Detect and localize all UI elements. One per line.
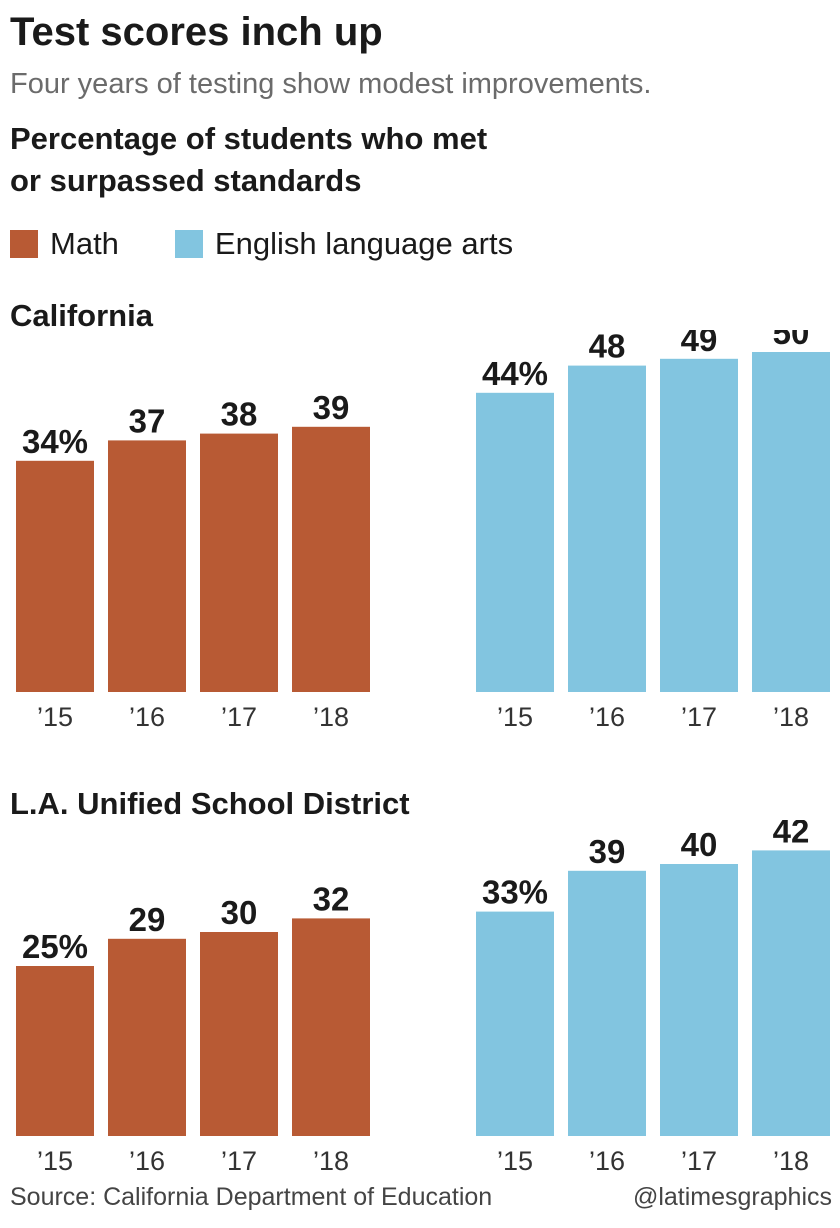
legend-item-math: Math: [10, 226, 119, 262]
data-label-math-3: 32: [313, 880, 350, 917]
bar-math-2: [200, 932, 278, 1136]
data-label-math-0: 34%: [22, 423, 88, 460]
data-label-ela-2: 49: [681, 330, 718, 358]
data-label-ela-0: 44%: [482, 355, 548, 392]
data-label-ela-1: 48: [589, 330, 626, 365]
legend-label-math: Math: [50, 226, 119, 261]
tick-label-math-1: ’16: [129, 1146, 165, 1176]
bar-ela-2: [660, 358, 738, 692]
legend: Math English language arts: [10, 224, 569, 264]
tick-label-ela-3: ’18: [773, 1146, 809, 1176]
tick-label-ela-3: ’18: [773, 702, 809, 732]
tick-label-math-0: ’15: [37, 702, 73, 732]
chart-title: Test scores inch up: [10, 10, 383, 54]
data-label-ela-3: 50: [773, 330, 810, 351]
tick-label-ela-0: ’15: [497, 702, 533, 732]
data-label-math-1: 29: [129, 901, 166, 938]
data-label-math-2: 30: [221, 894, 258, 931]
data-label-math-1: 37: [129, 402, 166, 439]
tick-label-math-3: ’18: [313, 1146, 349, 1176]
bar-math-2: [200, 433, 278, 692]
chart-panel-california: 34% ’15 37 ’16 38 ’17 39 ’18 44% ’15 48 ’16 49 ’17 50 ’…: [16, 330, 830, 732]
tick-label-math-2: ’17: [221, 702, 257, 732]
data-label-ela-3: 42: [773, 820, 810, 849]
chart-heading: Percentage of students who met or surpas…: [10, 118, 487, 202]
tick-label-ela-0: ’15: [497, 1146, 533, 1176]
tick-label-ela-1: ’16: [589, 702, 625, 732]
tick-label-math-2: ’17: [221, 1146, 257, 1176]
legend-swatch-math: [10, 230, 38, 258]
bar-ela-0: [476, 392, 554, 692]
bar-math-3: [292, 918, 370, 1136]
chart-panel-lausd: 25% ’15 29 ’16 30 ’17 32 ’18 33% ’15 39 ’16 40 ’17 42 ’…: [16, 820, 830, 1176]
tick-label-ela-2: ’17: [681, 1146, 717, 1176]
bar-ela-3: [752, 850, 830, 1136]
data-label-ela-2: 40: [681, 826, 718, 863]
data-label-ela-1: 39: [589, 833, 626, 870]
tick-label-math-1: ’16: [129, 702, 165, 732]
bar-ela-1: [568, 365, 646, 692]
bar-ela-0: [476, 911, 554, 1136]
credit-note: @latimesgraphics: [632, 1183, 832, 1211]
chart-subtitle: Four years of testing show modest improv…: [10, 68, 652, 100]
bar-math-0: [16, 966, 94, 1136]
source-note: Source: California Department of Educati…: [10, 1183, 493, 1211]
tick-label-math-3: ’18: [313, 702, 349, 732]
section-title-california: California: [10, 298, 153, 333]
chart-heading-line-2: or surpassed standards: [10, 163, 362, 198]
tick-label-math-0: ’15: [37, 1146, 73, 1176]
data-label-math-0: 25%: [22, 928, 88, 965]
bar-ela-2: [660, 864, 738, 1136]
data-label-math-2: 38: [221, 396, 258, 433]
tick-label-ela-2: ’17: [681, 702, 717, 732]
legend-label-ela: English language arts: [214, 226, 514, 261]
legend-item-ela: English language arts: [174, 226, 514, 262]
bar-math-1: [108, 440, 186, 692]
bar-ela-1: [568, 870, 646, 1136]
bar-math-3: [292, 426, 370, 692]
legend-swatch-ela: [174, 230, 203, 258]
bar-math-0: [16, 460, 94, 692]
data-label-math-3: 39: [313, 389, 350, 426]
bar-math-1: [108, 938, 186, 1136]
bar-ela-3: [752, 352, 830, 692]
chart-heading-line-1: Percentage of students who met: [10, 121, 488, 156]
data-label-ela-0: 33%: [482, 874, 548, 911]
tick-label-ela-1: ’16: [589, 1146, 625, 1176]
section-title-lausd: L.A. Unified School District: [10, 786, 410, 821]
